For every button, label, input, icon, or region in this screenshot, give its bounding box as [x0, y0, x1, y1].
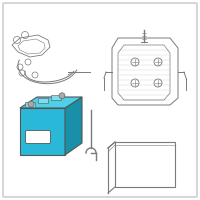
Bar: [115, 142, 175, 187]
Polygon shape: [20, 108, 65, 155]
Polygon shape: [38, 98, 48, 103]
Circle shape: [59, 93, 65, 99]
Polygon shape: [65, 97, 82, 155]
FancyBboxPatch shape: [26, 130, 50, 144]
Polygon shape: [20, 97, 82, 108]
Circle shape: [28, 101, 34, 107]
Polygon shape: [25, 102, 35, 107]
Polygon shape: [51, 95, 61, 100]
